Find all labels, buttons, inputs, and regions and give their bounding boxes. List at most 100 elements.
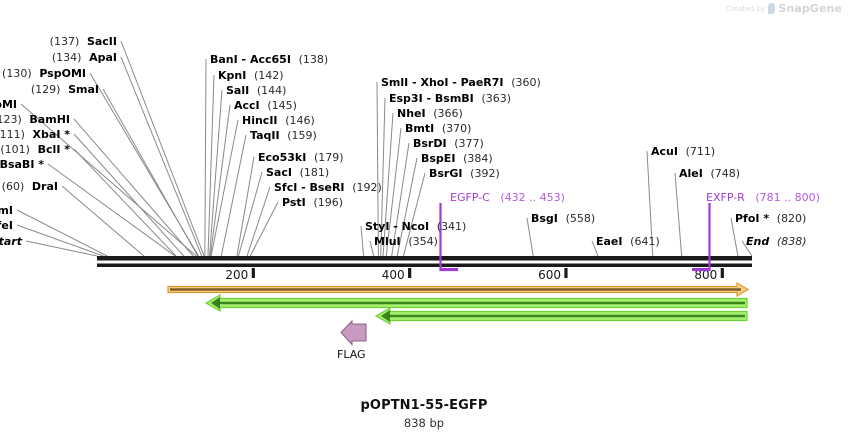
leader-line-taqii bbox=[220, 134, 247, 257]
leader-line-acci bbox=[209, 104, 231, 257]
site-label-apai[interactable]: (134) ApaI bbox=[51, 51, 117, 64]
leader-line-start bbox=[25, 240, 98, 257]
leader-line-bcli bbox=[73, 148, 177, 257]
leader-line-bsrdi bbox=[391, 142, 410, 257]
leader-line-bani-acc65i bbox=[204, 58, 207, 257]
leader-line-bmti bbox=[385, 127, 402, 257]
leader-line-eco53ki bbox=[236, 156, 255, 257]
leader-line-drai bbox=[61, 185, 145, 257]
site-label-pfoi[interactable]: PfoI * (820) bbox=[735, 212, 807, 225]
ruler-tick-label-800: 800 bbox=[694, 268, 717, 282]
site-label-bsrgi[interactable]: BsrGI (392) bbox=[429, 167, 500, 180]
site-label-alei[interactable]: AleI (748) bbox=[679, 167, 741, 180]
ruler-tick-200 bbox=[251, 268, 255, 278]
leader-line-eaei bbox=[591, 240, 599, 257]
leader-line-end bbox=[741, 240, 753, 257]
site-label-hincii[interactable]: HincII (146) bbox=[242, 114, 315, 127]
leader-line-bsabi bbox=[47, 163, 176, 257]
leader-line-psti bbox=[249, 201, 279, 257]
leader-line-alei bbox=[674, 172, 683, 257]
site-label-esp3i-bsmbi[interactable]: Esp3I - BsmBI (363) bbox=[389, 92, 512, 105]
site-label-nhei[interactable]: NheI (366) bbox=[397, 107, 463, 120]
site-label-drai[interactable]: (60) DraI bbox=[1, 180, 58, 193]
site-label-sfci-bseri[interactable]: SfcI - BseRI (192) bbox=[274, 181, 382, 194]
leader-line-sfci-bseri bbox=[246, 186, 271, 257]
site-label-acci[interactable]: AccI (145) bbox=[234, 99, 297, 112]
leader-line-mlui bbox=[369, 240, 375, 257]
leader-line-bsgi bbox=[526, 217, 534, 257]
primer-bracket-egfp-c[interactable] bbox=[439, 203, 458, 272]
leader-line-styi-ncoi bbox=[360, 225, 365, 257]
ruler-tick-label-200: 200 bbox=[225, 268, 248, 282]
leader-line-sali bbox=[209, 89, 223, 257]
leader-line-pfoi bbox=[730, 217, 739, 257]
site-label-bmti[interactable]: BmtI (370) bbox=[405, 122, 472, 135]
site-label-eaei[interactable]: EaeI (641) bbox=[596, 235, 660, 248]
leader-line-esp3i-bsmbi bbox=[380, 97, 386, 257]
leader-line-acui bbox=[646, 150, 654, 257]
site-label-xbai[interactable]: (111) XbaI * bbox=[0, 128, 70, 141]
plasmid-name: pOPTN1-55-EGFP bbox=[360, 398, 488, 413]
site-label-acui[interactable]: AcuI (711) bbox=[651, 145, 716, 158]
site-label-kpni[interactable]: KpnI (142) bbox=[218, 69, 284, 82]
site-label-bsabi[interactable]: (100) BsaBI * bbox=[0, 158, 44, 171]
orange-feature-arrow bbox=[167, 281, 750, 298]
snapgene-logo-icon bbox=[768, 3, 776, 14]
site-label-psti[interactable]: PstI (196) bbox=[282, 196, 344, 209]
flag-feature-arrow[interactable] bbox=[340, 319, 367, 346]
ruler-tick-label-400: 400 bbox=[382, 268, 405, 282]
leader-line-bsrgi bbox=[402, 172, 426, 257]
site-label-mlui[interactable]: MluI (354) bbox=[374, 235, 438, 248]
site-label-sacii[interactable]: (137) SacII bbox=[49, 35, 117, 48]
site-label-mfei[interactable]: (8) MfeI bbox=[0, 219, 13, 232]
terminus-label-start[interactable]: (0) Start bbox=[0, 235, 22, 248]
ruler-tick-400 bbox=[408, 268, 412, 278]
leader-line-bsmi bbox=[16, 209, 108, 257]
site-label-sali[interactable]: SalI (144) bbox=[226, 84, 287, 97]
leader-line-mfei bbox=[16, 224, 104, 257]
snapgene-watermark: Created by SnapGene bbox=[726, 2, 842, 15]
site-label-bsmi[interactable]: (13) BsmI bbox=[0, 204, 13, 217]
site-label-smai[interactable]: (129) SmaI bbox=[30, 83, 99, 96]
site-label-styi-ncoi[interactable]: StyI - NcoI (341) bbox=[365, 220, 467, 233]
site-label-xmai-tspmi[interactable]: (127) XmaI - TspMI bbox=[0, 98, 17, 111]
primer-bracket-exfp-r[interactable] bbox=[692, 203, 711, 272]
ruler-tick-800 bbox=[720, 268, 724, 278]
watermark-brand-label: SnapGene bbox=[778, 2, 842, 15]
green-feature-arrow-1 bbox=[204, 293, 748, 313]
site-label-bsgi[interactable]: BsgI (558) bbox=[531, 212, 596, 225]
leader-line-kpni bbox=[207, 74, 215, 257]
leader-line-smli-xhoi-paer7i bbox=[376, 81, 379, 257]
site-label-taqii[interactable]: TaqII (159) bbox=[250, 129, 317, 142]
leader-line-nhei bbox=[382, 112, 394, 257]
watermark-created-label: Created by bbox=[725, 4, 766, 13]
sequence-backbone bbox=[97, 256, 752, 267]
ruler-tick-label-600: 600 bbox=[538, 268, 561, 282]
leader-line-apai bbox=[120, 56, 203, 257]
leader-line-hincii bbox=[210, 119, 239, 257]
site-label-bsrdi[interactable]: BsrDI (377) bbox=[413, 137, 484, 150]
terminus-label-end[interactable]: End (838) bbox=[746, 235, 807, 248]
primer-label-egfp-c[interactable]: EGFP-C (432 .. 453) bbox=[450, 191, 565, 204]
ruler-ticks-group: 200 400 600 800 bbox=[225, 268, 724, 282]
green-feature-arrow-2 bbox=[374, 306, 748, 326]
leader-line-smai bbox=[102, 88, 199, 257]
leader-line-bamhi bbox=[73, 118, 194, 257]
site-label-pspomi[interactable]: (130) PspOMI bbox=[2, 67, 86, 80]
site-label-saci[interactable]: SacI (181) bbox=[266, 166, 330, 179]
plasmid-size: 838 bp bbox=[403, 416, 445, 430]
site-label-bamhi[interactable]: (123) BamHI bbox=[0, 113, 70, 126]
site-label-smli-xhoi-paer7i[interactable]: SmlI - XhoI - PaeR7I (360) bbox=[381, 76, 541, 89]
leader-line-saci bbox=[237, 171, 263, 257]
leader-line-sacii bbox=[120, 40, 205, 257]
site-label-bani-acc65i[interactable]: BanI - Acc65I (138) bbox=[210, 53, 329, 66]
leader-line-xbai bbox=[73, 133, 185, 257]
leader-lines-group bbox=[16, 40, 753, 257]
site-label-eco53ki[interactable]: Eco53kI (179) bbox=[258, 151, 344, 164]
site-label-bspei[interactable]: BspEI (384) bbox=[421, 152, 493, 165]
site-label-bcli[interactable]: (101) BclI * bbox=[0, 143, 70, 156]
primer-label-exfp-r[interactable]: EXFP-R (781 .. 800) bbox=[706, 191, 820, 204]
plasmid-title-block: pOPTN1-55-EGFP 838 bp bbox=[0, 398, 848, 430]
ruler-tick-600 bbox=[564, 268, 568, 278]
